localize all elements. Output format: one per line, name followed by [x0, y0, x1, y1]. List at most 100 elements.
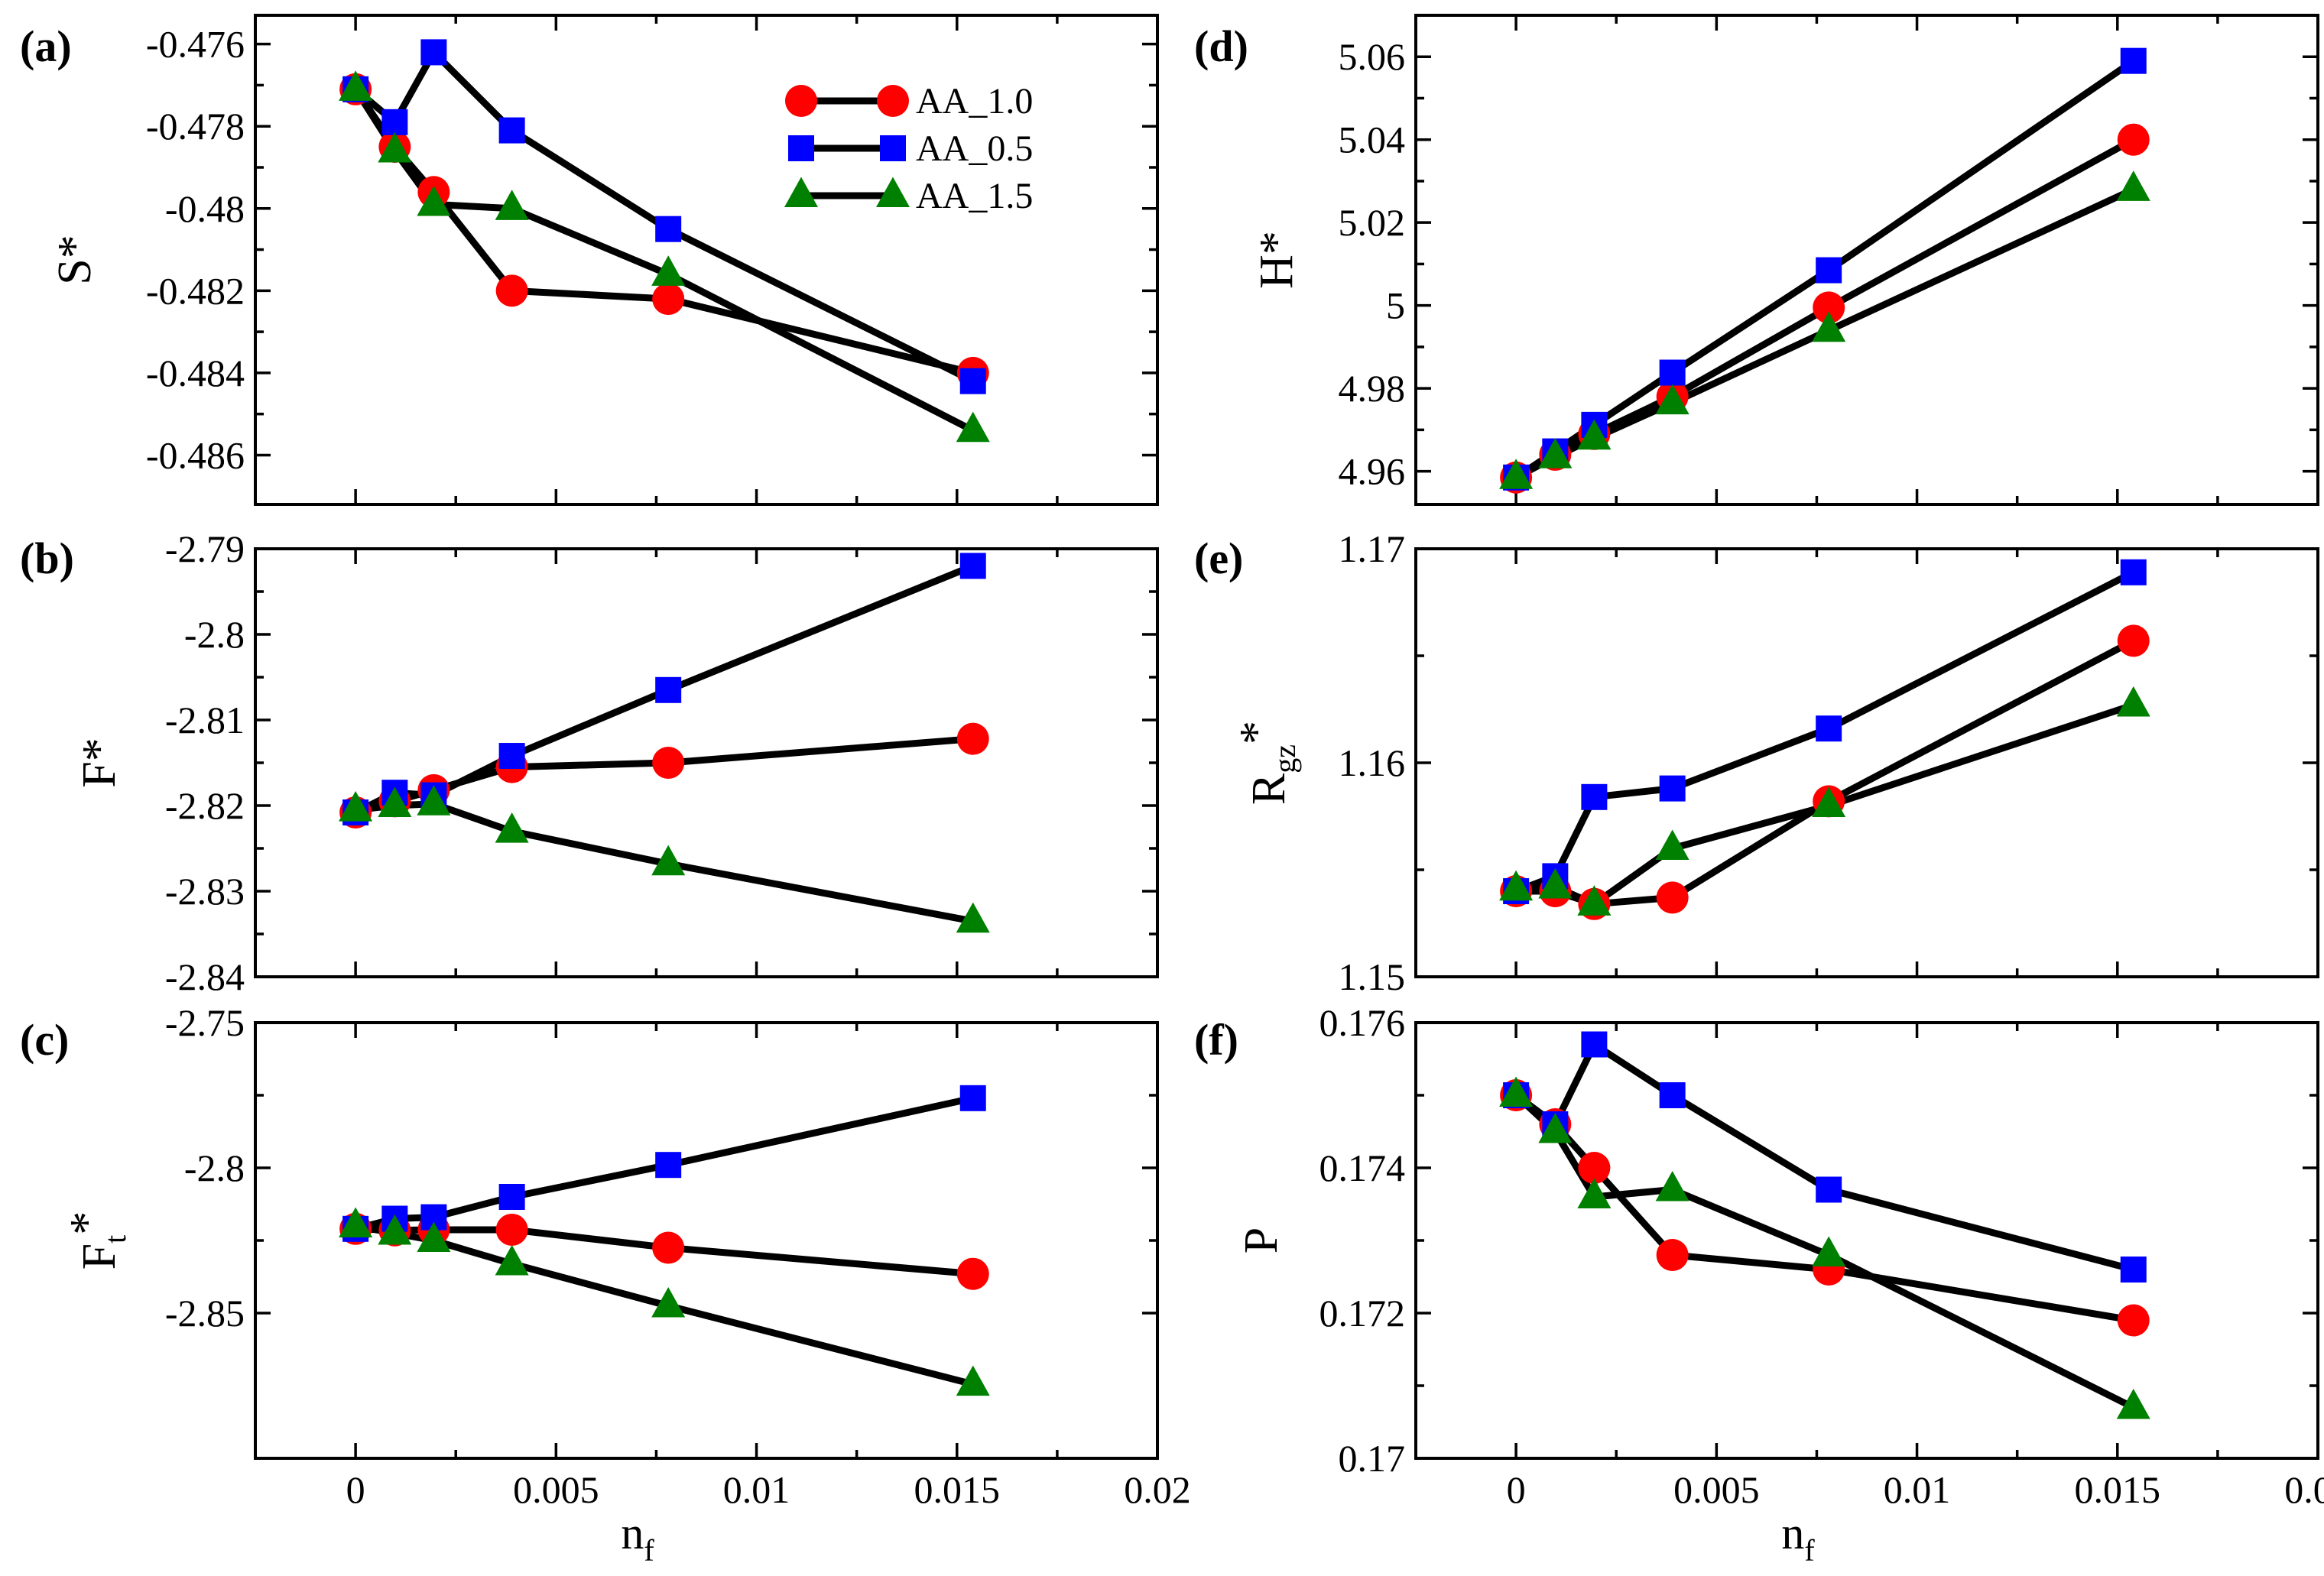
y-tick-label: 0.17: [1339, 1437, 1406, 1480]
x-axis-label: nf: [1781, 1508, 1815, 1568]
y-tick-label: -2.8: [184, 613, 245, 656]
y-tick-label: 4.98: [1339, 367, 1406, 410]
data-point-AA_1.5: [2116, 1388, 2150, 1419]
data-point-AA_1.5: [2116, 686, 2150, 717]
data-point-AA_1.5: [651, 1286, 686, 1318]
data-point-AA_1.5: [417, 185, 451, 216]
data-point-AA_1.5: [495, 812, 529, 843]
data-point-AA_1.5: [339, 70, 373, 101]
y-tick-label: -2.85: [165, 1292, 245, 1334]
data-point-AA_0.5: [1659, 775, 1686, 802]
legend-entry-label: AA_1.5: [916, 176, 1033, 216]
panel-label: (b): [20, 533, 74, 583]
data-point-AA_0.5: [655, 676, 682, 703]
data-point-AA_0.5: [420, 39, 447, 66]
legend-entry-label: AA_1.0: [916, 81, 1033, 122]
data-point-AA_1.5: [378, 786, 412, 818]
data-point-AA_1.5: [1499, 459, 1534, 489]
y-tick-label: 1.15: [1339, 955, 1406, 998]
data-point-AA_1.0: [956, 1257, 989, 1290]
data-point-AA_1.5: [495, 1244, 529, 1276]
data-point-AA_1.5: [1538, 438, 1573, 469]
data-point-AA_0.5: [959, 1085, 986, 1111]
data-point-AA_1.5: [956, 1365, 990, 1396]
panel-label: (c): [20, 1015, 69, 1065]
y-tick-label: -0.482: [146, 269, 245, 312]
data-point-AA_1.5: [2116, 170, 2150, 201]
data-point-AA_0.5: [655, 1152, 682, 1179]
x-tick-label: 0.005: [1673, 1468, 1760, 1511]
data-point-AA_1.5: [1499, 870, 1534, 901]
y-tick-label: -0.484: [146, 352, 245, 394]
y-tick-label: 5.06: [1339, 35, 1406, 78]
y-axis-label: P: [1235, 1227, 1287, 1253]
data-point-AA_1.5: [339, 791, 373, 822]
data-point-AA_0.5: [1581, 1031, 1608, 1058]
legend-entry-label: AA_0.5: [916, 128, 1033, 169]
data-point-AA_1.0: [1656, 881, 1689, 914]
y-tick-label: -2.81: [165, 699, 245, 741]
y-tick-label: -0.486: [146, 433, 245, 476]
y-tick-label: 5.04: [1339, 118, 1406, 161]
data-point-AA_1.0: [652, 283, 685, 316]
panel-label: (d): [1194, 21, 1248, 71]
data-point-AA_1.0: [1656, 1239, 1689, 1271]
legend: AA_1.0 AA_0.5 AA_1.5: [784, 81, 1033, 216]
data-point-AA_1.5: [1655, 829, 1689, 861]
data-point-AA_0.5: [959, 553, 986, 579]
y-tick-label: 1.17: [1339, 527, 1406, 570]
data-point-AA_1.0: [2117, 624, 2150, 657]
plot-frame: [1414, 14, 2319, 506]
panel-d: 4.96 4.98 5 5.02 5.04 5.06 (d) H*: [1194, 14, 2319, 506]
legend-marker: [785, 85, 817, 117]
y-tick-label: -2.8: [184, 1146, 245, 1189]
y-axis-label: S*: [49, 235, 101, 284]
data-point-AA_1.0: [495, 274, 528, 307]
data-point-AA_1.5: [1538, 867, 1573, 899]
data-point-AA_1.5: [1812, 1236, 1846, 1267]
y-tick-label: 5: [1386, 284, 1405, 327]
x-tick-label: 0.01: [723, 1468, 790, 1511]
data-point-AA_0.5: [1816, 715, 1842, 742]
data-point-AA_1.5: [1538, 1112, 1573, 1143]
legend-marker: [784, 177, 818, 208]
data-point-AA_1.5: [495, 190, 529, 220]
data-point-AA_1.5: [378, 1214, 412, 1245]
data-point-AA_1.5: [1655, 384, 1689, 415]
y-tick-label: -2.83: [165, 870, 245, 913]
x-tick-label: 0.02: [2284, 1468, 2324, 1511]
data-point-AA_0.5: [498, 1184, 525, 1210]
plot-frame: [1414, 1021, 2319, 1460]
legend-marker: [877, 85, 909, 117]
panel-e: 1.15 1.16 1.17 (e) Rgz*: [1194, 527, 2319, 998]
data-point-AA_1.5: [1812, 311, 1846, 342]
data-point-AA_0.5: [2120, 1257, 2147, 1283]
y-tick-label: -2.79: [165, 527, 245, 570]
data-point-AA_0.5: [1581, 783, 1608, 810]
data-point-AA_0.5: [1659, 1082, 1686, 1108]
data-point-AA_0.5: [2120, 47, 2147, 74]
data-point-AA_0.5: [2120, 559, 2147, 585]
y-tick-label: 4.96: [1339, 450, 1406, 493]
data-point-AA_0.5: [959, 368, 986, 394]
x-tick-label: 0.02: [1124, 1468, 1191, 1511]
series-line-AA_1.0: [1516, 637, 2135, 908]
y-tick-label: 0.176: [1319, 1001, 1406, 1044]
x-tick-label: 0.015: [914, 1468, 1001, 1511]
data-point-AA_1.5: [1577, 1178, 1612, 1209]
data-point-AA_0.5: [1816, 1176, 1842, 1203]
data-point-AA_1.5: [378, 131, 412, 163]
y-tick-label: -0.478: [146, 105, 245, 148]
plot-frame: [254, 14, 1159, 506]
data-point-AA_0.5: [655, 216, 682, 242]
y-axis-label: H*: [1251, 231, 1303, 289]
y-tick-label: -2.75: [165, 1001, 245, 1044]
data-point-AA_0.5: [1659, 359, 1686, 386]
y-axis-label: Rgz*: [1231, 721, 1302, 805]
data-point-AA_1.5: [417, 785, 451, 816]
data-point-AA_1.0: [2117, 123, 2150, 156]
data-point-AA_1.5: [956, 411, 990, 443]
y-tick-label: -2.82: [165, 784, 245, 827]
panel-b: -2.79 -2.8 -2.81 -2.82 -2.83 -2.84 (b) F*: [20, 527, 1159, 998]
data-point-AA_0.5: [1816, 257, 1842, 284]
